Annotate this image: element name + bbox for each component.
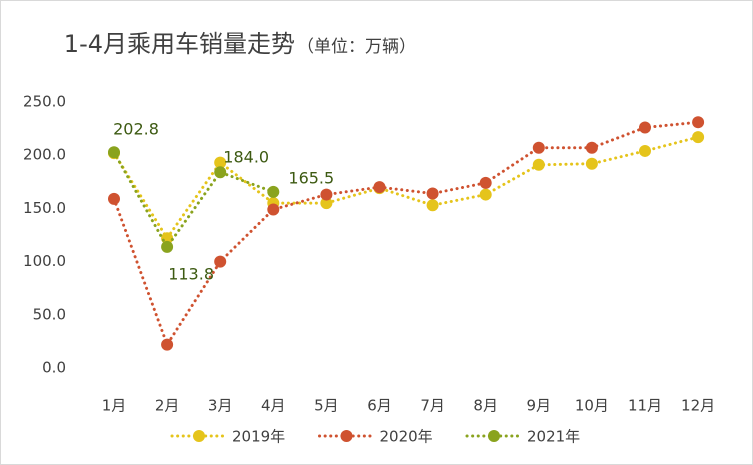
y-tick-label: 50.0 [33, 305, 66, 323]
point-marker [532, 141, 545, 154]
y-tick-label: 200.0 [23, 146, 66, 164]
point-marker [161, 240, 174, 253]
data-label: 113.8 [168, 264, 214, 283]
point-marker [320, 197, 333, 210]
legend-label: 2019年 [232, 428, 285, 446]
legend-marker [488, 430, 500, 442]
series-line [112, 120, 700, 348]
point-marker [692, 131, 705, 144]
y-tick-label: 250.0 [23, 93, 66, 111]
point-marker [161, 338, 174, 351]
x-tick-label: 12月 [681, 397, 715, 415]
legend-label: 2021年 [527, 428, 580, 446]
chart-title: 1-4月乘用车销量走势 [64, 30, 295, 58]
x-tick-label: 7月 [420, 397, 445, 415]
point-marker [585, 141, 598, 154]
data-label: 202.8 [113, 120, 159, 139]
series-line [112, 135, 700, 241]
point-marker [108, 192, 120, 205]
y-tick-label: 100.0 [23, 252, 66, 270]
point-marker [373, 181, 386, 194]
point-marker [692, 116, 705, 129]
x-tick-label: 8月 [473, 397, 498, 415]
legend-marker [340, 430, 353, 442]
x-tick-label: 5月 [314, 397, 339, 415]
x-tick-label: 1月 [102, 397, 127, 415]
point-marker [267, 185, 280, 198]
x-tick-label: 11月 [628, 397, 662, 415]
x-tick-label: 6月 [367, 397, 392, 415]
chart-subtitle: （单位：万辆） [297, 37, 416, 57]
point-marker [108, 146, 120, 159]
legend-label: 2020年 [380, 428, 433, 446]
data-label: 184.0 [223, 148, 269, 167]
point-marker [479, 188, 492, 201]
point-marker [426, 199, 439, 212]
point-marker [585, 157, 598, 170]
series-line [112, 150, 275, 250]
point-marker [426, 187, 439, 200]
legend-marker [193, 430, 205, 442]
x-tick-label: 10月 [575, 397, 609, 415]
point-marker [479, 176, 492, 189]
point-marker [214, 156, 227, 169]
x-tick-label: 2月 [155, 397, 180, 415]
y-tick-label: 150.0 [23, 199, 66, 217]
point-marker [320, 188, 333, 201]
y-tick-label: 0.0 [42, 359, 66, 377]
x-tick-label: 4月 [261, 397, 286, 415]
data-label: 165.5 [288, 168, 334, 187]
x-tick-label: 9月 [527, 397, 552, 415]
point-marker [214, 166, 227, 179]
point-marker [267, 203, 280, 216]
x-tick-label: 3月 [208, 397, 233, 415]
point-marker [639, 121, 651, 134]
point-marker [532, 158, 545, 171]
point-marker [214, 255, 227, 268]
point-marker [639, 144, 651, 157]
